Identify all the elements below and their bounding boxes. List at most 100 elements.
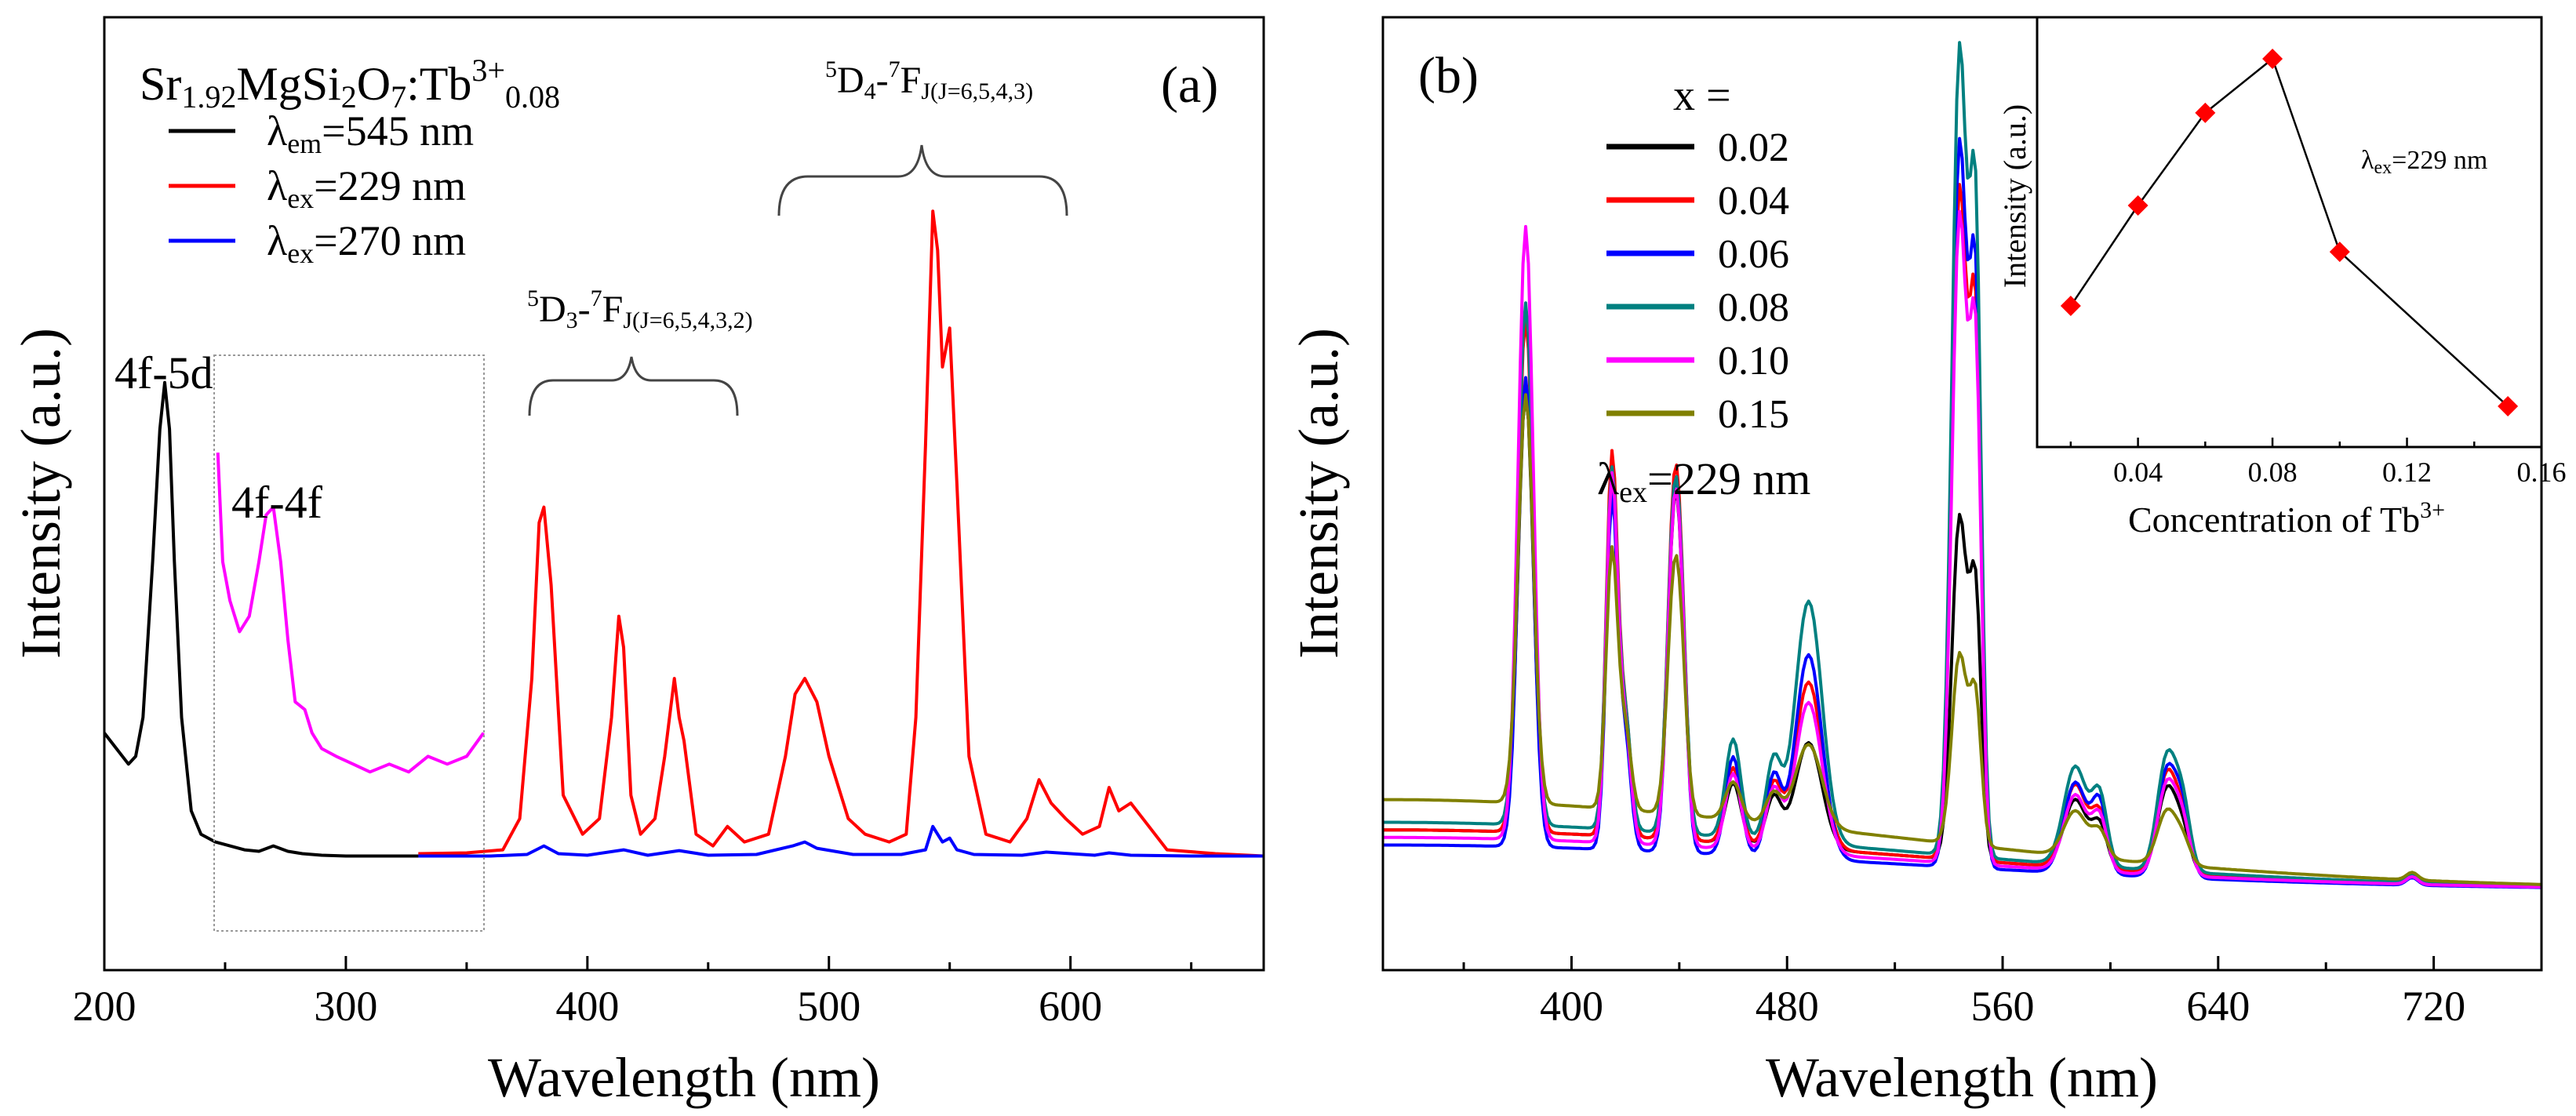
panel-a-series-line-0 [103, 380, 491, 858]
panel-b-x-axis-label: Wavelength (nm) [1766, 1046, 2158, 1109]
panel-a-legend-title: Sr1.92MgSi2O7:Tb3+0.08 [140, 53, 560, 115]
panel-a-legend-label: λem=545 nm [267, 107, 474, 159]
panel-b-legend-title: x = [1673, 71, 1731, 120]
panel-b-label: (b) [1418, 47, 1479, 104]
panel-b-plot-frame [1381, 16, 2543, 972]
annotation-5d3-f: F [602, 289, 624, 330]
panel-a-series-line-2 [418, 824, 1264, 858]
inset-point-marker [2262, 49, 2283, 69]
legend-sub: ex [287, 238, 314, 269]
panel-a-x-axis-label: Wavelength (nm) [488, 1046, 880, 1109]
inset-annotation-rest: =229 nm [2392, 146, 2487, 175]
panel-a-series-group [103, 209, 1264, 858]
legend-title-tb: :Tb [406, 58, 471, 110]
inset-x-label-sup: 3+ [2420, 497, 2445, 523]
inset-y-axis-label: Intensity (a.u.) [1997, 104, 2032, 288]
panel-b-series-line-0.02 [1383, 391, 2541, 889]
inset-point-marker [2060, 296, 2081, 317]
panel-b-x-tick-label: 480 [1756, 983, 1819, 1030]
panel-b-excitation-sym: λ [1597, 453, 1619, 504]
panel-a-x-tick-label: 200 [73, 983, 136, 1030]
annotation-5d4-pre2: 7 [889, 56, 901, 82]
annotation-5d3-pre2: 7 [591, 285, 602, 311]
panel-b-x-tick-label: 640 [2186, 983, 2250, 1030]
annotation-4f-4f: 4f-4f [231, 477, 323, 528]
legend-title-sub3: 7 [391, 79, 406, 115]
annotation-5d4-7fj: 5D4-7FJ(J=6,5,4,3) [825, 56, 1033, 104]
panel-a-series-line-3 [216, 453, 486, 774]
legend-lambda: λ [267, 107, 287, 154]
panel-a-series-line-1 [418, 209, 1264, 858]
panel-b-inset: 0.04 0.08 0.12 0.16 λex=229 nm Concentratio… [1997, 16, 2567, 540]
legend-title-sub2: 2 [341, 79, 357, 115]
panel-b-x-tick-label: 560 [1971, 983, 2035, 1030]
panel-a: 200 300 400 500 600 (a) Sr1.92MgSi2O7:Tb3+0.… [9, 16, 1265, 1109]
panel-b-x-axis: 400 480 560 640 720 [1462, 956, 2465, 1030]
inset-point-marker [2195, 102, 2216, 123]
inset-x-label-main: Concentration of Tb [2128, 500, 2420, 540]
panel-b-x-tick-label: 720 [2402, 983, 2465, 1030]
legend-sub: em [287, 128, 322, 159]
legend-title-sub1: 1.92 [181, 79, 236, 115]
legend-rest: =270 nm [314, 217, 466, 264]
inset-annotation-sym: λ [2361, 146, 2374, 175]
bracket-5d4-7f [777, 144, 1068, 216]
legend-title-sub4: 0.08 [505, 79, 560, 115]
annotation-5d4-fsub: J(J=6,5,4,3) [921, 78, 1033, 104]
panel-a-y-axis-label: Intensity (a.u.) [9, 328, 72, 659]
panel-b-series-line-0.10 [1383, 209, 2542, 889]
annotation-5d3-sub: 3 [566, 307, 578, 333]
panel-b-legend-label: 0.10 [1718, 339, 1789, 384]
annotation-5d3-7fj: 5D3-7FJ(J=6,5,4,3,2) [527, 285, 753, 333]
inset-point-marker [2127, 195, 2148, 216]
panel-b-series-group [1382, 41, 2542, 889]
panel-a-label: (a) [1161, 56, 1218, 114]
panel-a-x-tick-label: 600 [1039, 983, 1102, 1030]
annotation-5d4-d: D [837, 60, 864, 101]
panel-b-legend-label: 0.02 [1718, 125, 1789, 170]
inset-x-tick-label: 0.16 [2517, 456, 2567, 488]
annotation-5d4-pre: 5 [825, 56, 837, 82]
inset-point-marker [2329, 242, 2350, 263]
legend-title-mgsi: MgSi [236, 58, 340, 110]
legend-rest: =545 nm [322, 107, 474, 154]
legend-title-sup: 3+ [471, 53, 505, 88]
panel-a-x-tick-label: 500 [797, 983, 860, 1030]
legend-rest: =229 nm [314, 162, 466, 209]
panel-b-series-line-0.15 [1382, 393, 2542, 886]
panel-b: 400 480 560 640 720 (b) x = 0.02 0.04 0.06 0.08… [1287, 16, 2567, 1109]
panel-b-legend: 0.02 0.04 0.06 0.08 0.10 0.15 [1606, 125, 1789, 437]
panel-a-x-axis: 200 300 400 500 600 [73, 956, 1193, 1030]
inset-x-tick-label: 0.04 [2113, 456, 2163, 488]
panel-b-legend-label: 0.08 [1718, 285, 1789, 330]
legend-title-o: O [357, 58, 391, 110]
annotation-5d3-d: D [539, 289, 566, 330]
panel-b-x-tick-label: 400 [1540, 983, 1603, 1030]
panel-b-y-axis-label: Intensity (a.u.) [1287, 328, 1350, 659]
panel-b-excitation-label: λex=229 nm [1597, 453, 1810, 509]
panel-a-x-tick-label: 300 [314, 983, 377, 1030]
inset-x-axis: 0.04 0.08 0.12 0.16 [2069, 438, 2567, 488]
inset-x-axis-label: Concentration of Tb3+ [2128, 497, 2445, 540]
annotation-5d3-fsub: J(J=6,5,4,3,2) [623, 307, 752, 333]
annotation-5d4-f: F [901, 60, 922, 101]
inset-annotation-sub: ex [2374, 158, 2392, 178]
legend-sub: ex [287, 183, 314, 214]
panel-b-excitation-rest: =229 nm [1647, 453, 1810, 504]
inset-point-marker [2498, 396, 2519, 416]
legend-lambda: λ [267, 162, 287, 209]
panel-a-legend-label: λex=270 nm [267, 217, 466, 269]
inset-x-tick-label: 0.08 [2248, 456, 2298, 488]
panel-a-4f-4f-box [213, 354, 485, 932]
panel-b-legend-label: 0.15 [1718, 392, 1789, 437]
legend-title-sr: Sr [140, 58, 181, 110]
bracket-5d3-7f [528, 356, 739, 416]
inset-series [2060, 49, 2519, 416]
panel-b-legend-label: 0.06 [1718, 232, 1789, 277]
panel-b-series-line-0.08 [1383, 41, 2542, 888]
annotation-5d4-sub: 4 [864, 78, 876, 104]
annotation-5d3-dash: - [578, 289, 591, 330]
panel-a-plot-frame [103, 16, 1265, 972]
